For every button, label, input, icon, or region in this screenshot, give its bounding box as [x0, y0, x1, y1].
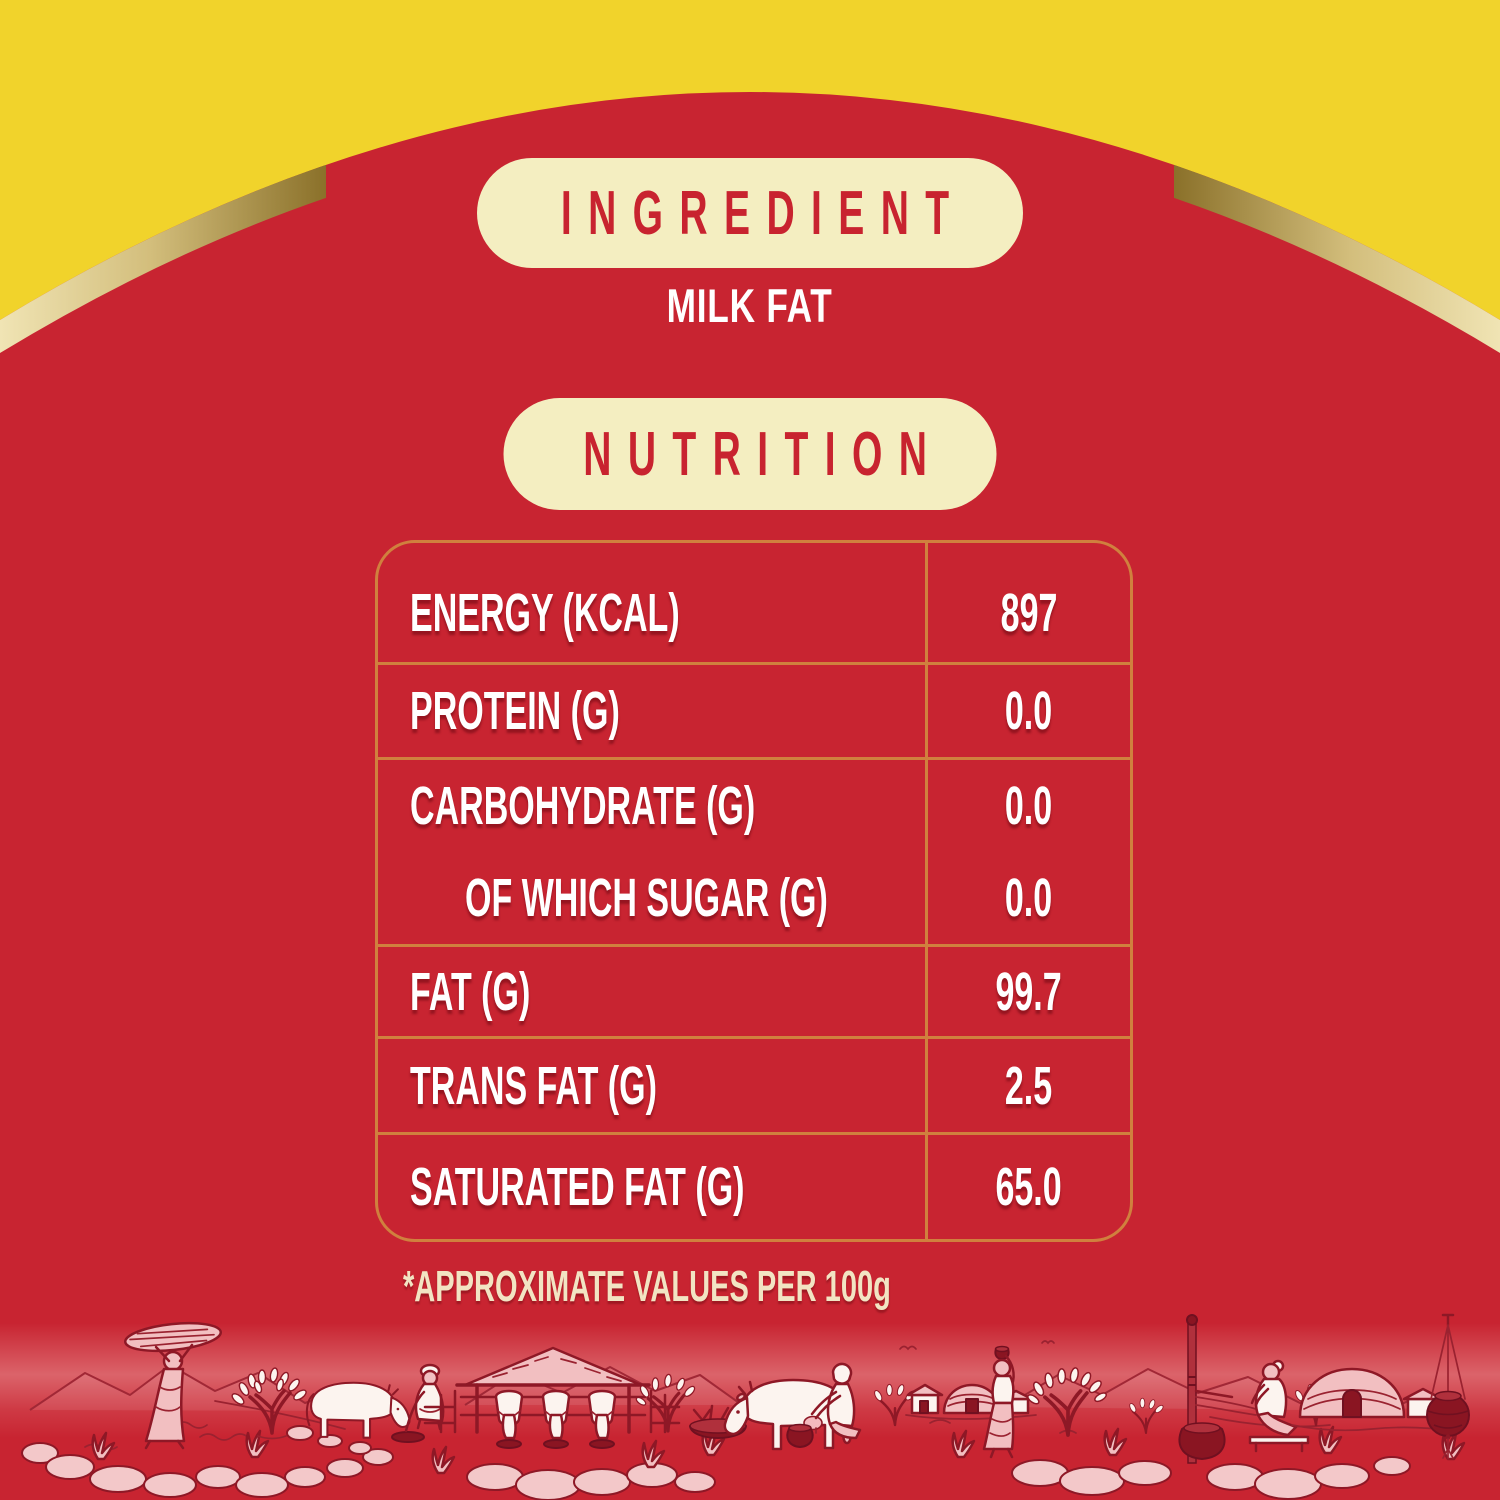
protein-label: PROTEIN (G): [410, 681, 620, 741]
village-huts-icon: [1291, 1367, 1453, 1432]
nutrition-pill: NUTRITION: [503, 398, 997, 510]
row-label-cell: FAT (G): [378, 947, 925, 1036]
carbohydrate-label: CARBOHYDRATE (G): [410, 776, 756, 836]
carbohydrate-line: CARBOHYDRATE (G): [378, 760, 925, 852]
right-rocks-icon: [1011, 1456, 1411, 1500]
row-label-cell: SATURATED FAT (G): [378, 1135, 925, 1239]
saturated-fat-label: SATURATED FAT (G): [410, 1157, 745, 1217]
footnote: *APPROXIMATE VALUES PER 100g: [403, 1262, 1142, 1312]
hanging-curd-pot-icon: [1426, 1313, 1470, 1460]
birds-icon: [899, 1340, 1055, 1351]
woman-carrying-hay-icon: [123, 1321, 223, 1450]
row-label-cell: CARBOHYDRATE (G) OF WHICH SUGAR (G): [378, 760, 925, 944]
ingredient-value-text: MILK FAT: [667, 278, 833, 332]
woman-carrying-water-pot-icon: [982, 1345, 1015, 1459]
village-huts-icon: [905, 1383, 1037, 1420]
row-value-cell: 65.0: [925, 1135, 1130, 1239]
table-row-protein: PROTEIN (G) 0.0: [378, 662, 1130, 757]
table-row-carbohydrate: CARBOHYDRATE (G) OF WHICH SUGAR (G) 0.0 …: [378, 757, 1130, 944]
farmer-with-bowl-icon: [404, 1363, 445, 1433]
row-value-cell: 99.7: [925, 947, 1130, 1036]
ingredient-value: MILK FAT: [0, 276, 1500, 334]
trans-fat-value: 2.5: [1005, 1055, 1053, 1116]
table-row-energy: ENERGY (KCAL) 897: [378, 543, 1130, 662]
ingredient-pill: INGREDIENT: [477, 158, 1023, 268]
butter-churning-pole-icon: [1178, 1314, 1257, 1464]
row-label-cell: PROTEIN (G): [378, 665, 925, 757]
fat-label: FAT (G): [410, 961, 531, 1022]
protein-value: 0.0: [1005, 681, 1053, 741]
blossom-tree-icon: [231, 1367, 307, 1440]
nutrition-heading: NUTRITION: [582, 419, 944, 489]
blossom-tree-icon: [635, 1373, 696, 1433]
shed-calves-icon: [494, 1389, 617, 1449]
footnote-text: *APPROXIMATE VALUES PER 100g: [403, 1262, 891, 1311]
ingredient-heading: INGREDIENT: [560, 178, 966, 248]
saturated-fat-value: 65.0: [995, 1157, 1063, 1217]
nutrition-table: ENERGY (KCAL) 897 PROTEIN (G) 0.0 CARBOH…: [375, 540, 1133, 1242]
row-value-cell: 0.0: [925, 665, 1130, 757]
energy-label: ENERGY (KCAL): [410, 582, 680, 643]
blossom-tree-icon: [1027, 1367, 1107, 1437]
row-label-cell: TRANS FAT (G): [378, 1039, 925, 1132]
table-row-trans-fat: TRANS FAT (G) 2.5: [378, 1036, 1130, 1132]
blossom-tree-icon: [1129, 1397, 1164, 1435]
table-row-saturated-fat: SATURATED FAT (G) 65.0: [378, 1132, 1130, 1239]
feed-bowl-icon: [391, 1431, 425, 1443]
fat-value: 99.7: [995, 961, 1063, 1022]
sugar-value-line: 0.0: [928, 852, 1130, 944]
row-label-cell: ENERGY (KCAL): [378, 543, 925, 662]
milkmaid-icon: [810, 1362, 862, 1440]
rural-scene-illustration: [0, 1313, 1500, 1500]
cattle-shed-icon: [423, 1346, 681, 1434]
sugar-value: 0.0: [1005, 868, 1053, 928]
trans-fat-label: TRANS FAT (G): [410, 1055, 657, 1116]
calf-feeding-cow-icon: [305, 1381, 411, 1439]
table-row-fat: FAT (G) 99.7: [378, 944, 1130, 1036]
milk-pot-icon: [786, 1423, 814, 1448]
carbohydrate-value: 0.0: [1005, 776, 1053, 836]
row-value-cell: 897: [925, 543, 1130, 662]
energy-value: 897: [1000, 582, 1058, 643]
woman-churning-butter-icon: [1248, 1359, 1310, 1453]
carbohydrate-value-line: 0.0: [928, 760, 1130, 852]
sugar-line: OF WHICH SUGAR (G): [378, 852, 925, 944]
center-rocks-icon: [466, 1462, 716, 1500]
sugar-label: OF WHICH SUGAR (G): [465, 868, 828, 928]
row-value-cell: 0.0 0.0: [925, 760, 1130, 944]
stepping-stones-icon: [21, 1425, 394, 1498]
row-value-cell: 2.5: [925, 1039, 1130, 1132]
